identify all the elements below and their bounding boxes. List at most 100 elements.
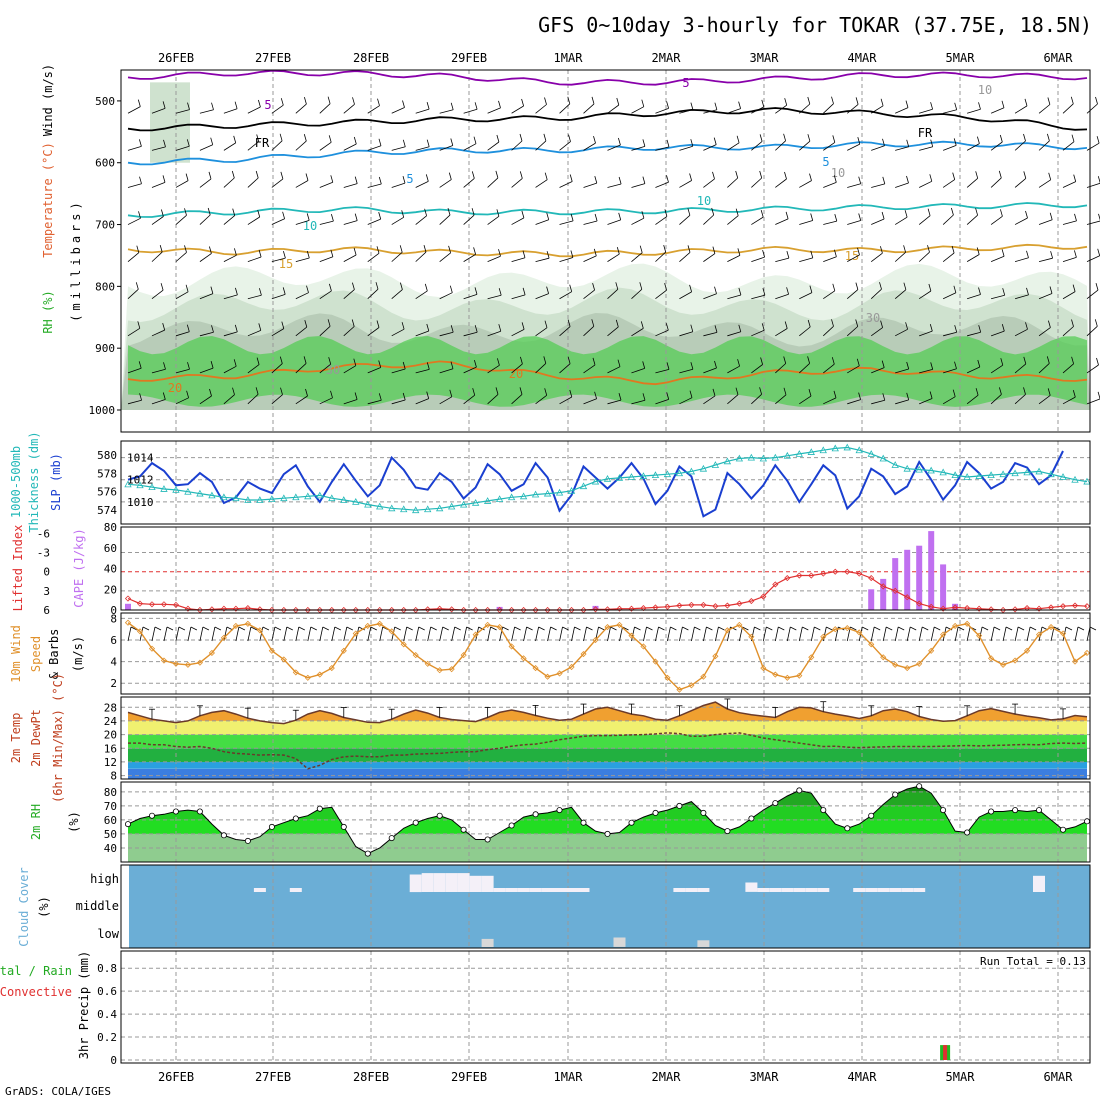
surface-wind-barb-flag <box>898 626 905 631</box>
wind-barb <box>823 290 836 300</box>
wind-barb-flag <box>495 170 499 179</box>
wind-barb <box>1038 179 1051 188</box>
wind-barb-flag <box>305 388 308 397</box>
wind-barb-flag <box>976 247 980 255</box>
date-label-bottom: 1MAR <box>554 1070 584 1084</box>
thickness-marker <box>783 451 791 459</box>
wind-barb-flag <box>857 247 860 256</box>
wind-barb-flag <box>1023 356 1027 365</box>
wind-barb-flag <box>666 392 670 400</box>
li-marker <box>772 581 779 588</box>
wind-barb <box>1014 394 1026 405</box>
wind-barb-flag <box>303 356 307 364</box>
wind-barb <box>223 365 237 374</box>
thickness-marker <box>711 461 720 468</box>
wind-speed-marker <box>544 673 551 680</box>
surface-wind-barb-flag <box>454 626 461 631</box>
wind-barb <box>199 331 214 337</box>
wind-barb-flag <box>186 324 190 332</box>
wind10-label: 10m Wind <box>9 625 23 683</box>
wind-speed-marker <box>376 620 383 627</box>
rh-marker <box>1012 807 1019 814</box>
wind-barb <box>655 181 669 188</box>
cloud-bar <box>769 888 782 892</box>
wind-barb-flag <box>929 323 933 332</box>
wind-barb <box>583 142 596 151</box>
wind-barb <box>751 364 763 374</box>
wind-barb-flag <box>424 283 428 292</box>
wind-barb <box>846 326 858 337</box>
wind-barb-flag <box>329 283 332 292</box>
wind-barb-flag <box>592 282 595 291</box>
surface-wind-barb-flag <box>826 626 833 631</box>
wind-barb <box>775 218 789 225</box>
surface-wind-barb <box>535 626 539 642</box>
wind-barb <box>942 214 954 225</box>
rh-marker <box>988 808 995 815</box>
wind-barb <box>751 329 765 337</box>
surface-wind-barb-flag <box>142 626 150 631</box>
wind-barb-flag <box>641 99 645 107</box>
wind-barb <box>319 363 331 374</box>
wind-barb-flag <box>1074 213 1077 222</box>
wind-barb-flag <box>881 211 885 220</box>
wind-barb-flag <box>858 392 861 400</box>
cloud-bar <box>541 888 554 892</box>
wind-barb <box>799 257 813 263</box>
rh-band <box>128 786 1087 792</box>
wind-barb <box>871 105 884 114</box>
wind-speed-marker <box>652 658 659 665</box>
wind-barb-flag <box>1001 100 1005 108</box>
wind10-unit-label: (m/s) <box>71 636 85 672</box>
date-label-bottom: 27FEB <box>255 1070 291 1084</box>
thickness-marker <box>759 454 768 462</box>
date-label-bottom: 4MAR <box>848 1070 878 1084</box>
surface-wind-barb-flag <box>790 626 797 631</box>
wind-barb <box>295 140 307 151</box>
wind-barb-flag <box>783 133 786 141</box>
wind-barb-flag <box>903 245 906 253</box>
cloud-level-label: middle <box>76 899 119 913</box>
wind-barb-flag <box>642 139 646 147</box>
wind-barb-flag <box>807 356 810 364</box>
temp-tick-label: 28 <box>104 701 117 714</box>
wind-barb <box>727 177 738 188</box>
wind-barb <box>415 251 427 262</box>
wind-barb-flag <box>160 283 164 291</box>
wind-barb <box>799 103 811 114</box>
wind-barb <box>391 216 404 225</box>
surface-wind-barb <box>966 626 971 642</box>
wind-barb-flag <box>544 320 548 328</box>
wind-barb <box>990 294 1005 300</box>
cloud-bar <box>697 888 710 892</box>
wind-barb-flag <box>138 361 142 369</box>
wind-barb-flag <box>639 282 643 290</box>
wind-barb-flag <box>282 211 285 219</box>
surface-wind-barb <box>283 626 288 642</box>
wind-barb <box>439 145 453 151</box>
wind-barb-flag <box>210 360 214 369</box>
wind-barb <box>223 177 235 188</box>
wind-barb <box>1062 220 1077 225</box>
wind-barb-flag <box>666 362 670 370</box>
cape-bar <box>868 589 875 611</box>
thickness-marker <box>627 473 636 480</box>
wind-barb-flag <box>833 175 837 183</box>
wind-barb-flag <box>737 359 740 367</box>
temperature-contour <box>127 69 1088 86</box>
wind-barb-flag <box>425 174 429 182</box>
surface-wind-barb <box>882 626 887 642</box>
cloud-bar <box>685 888 698 892</box>
wind-barb-flag <box>400 282 403 290</box>
wind-barb <box>535 293 549 300</box>
wind-barb-flag <box>1071 134 1075 142</box>
wind-barb <box>751 177 762 188</box>
cape-bar <box>904 549 911 610</box>
wind-barb-flag <box>520 356 523 365</box>
li-marker <box>256 606 263 613</box>
wind-barb-flag <box>354 213 358 221</box>
thickness-marker <box>292 493 300 501</box>
wind-barb <box>1086 326 1098 337</box>
wind-barb <box>655 289 667 300</box>
rh-marker <box>1060 826 1067 833</box>
